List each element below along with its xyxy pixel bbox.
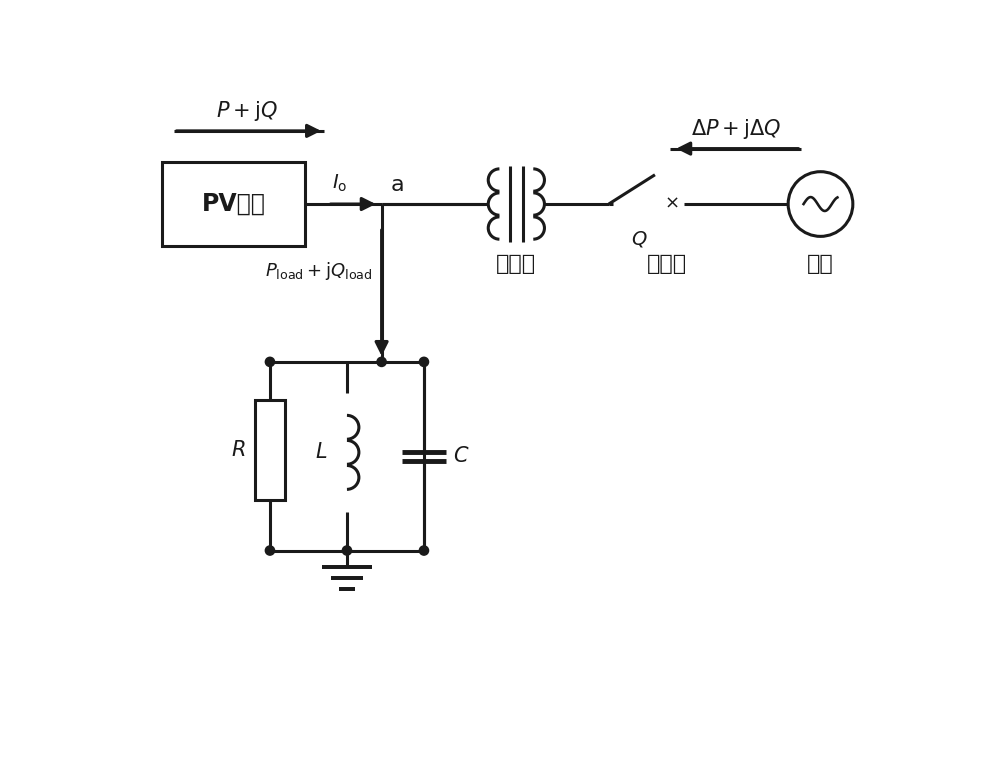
Text: $R$: $R$ [231, 441, 245, 460]
Text: 变压器: 变压器 [496, 254, 536, 274]
Bar [162, 162, 305, 246]
Text: $L$: $L$ [315, 442, 327, 463]
Text: ×: × [664, 195, 679, 213]
Text: $C$: $C$ [453, 446, 470, 466]
Circle shape [265, 546, 275, 555]
Text: PV系统: PV系统 [201, 192, 265, 216]
Text: $P_\mathrm{load}+\mathrm{j}Q_\mathrm{load}$: $P_\mathrm{load}+\mathrm{j}Q_\mathrm{loa… [265, 260, 372, 282]
Text: $P+\mathrm{j}Q$: $P+\mathrm{j}Q$ [216, 99, 278, 123]
Bar [255, 400, 285, 500]
Circle shape [419, 357, 429, 366]
Circle shape [377, 357, 386, 366]
Text: $\Delta P+\mathrm{j}\Delta Q$: $\Delta P+\mathrm{j}\Delta Q$ [691, 117, 781, 141]
Text: $I_\mathrm{o}$: $I_\mathrm{o}$ [332, 173, 347, 194]
Text: 断路器: 断路器 [646, 254, 687, 274]
Text: $Q$: $Q$ [631, 229, 648, 248]
Circle shape [342, 546, 352, 555]
Text: 电网: 电网 [807, 254, 834, 274]
Circle shape [265, 357, 275, 366]
Text: a: a [391, 175, 404, 195]
Circle shape [419, 546, 429, 555]
